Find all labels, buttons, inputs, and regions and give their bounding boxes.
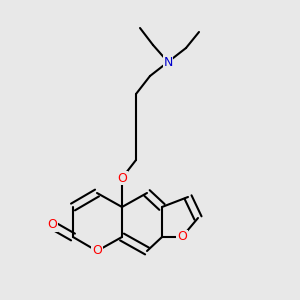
Text: O: O	[92, 244, 102, 257]
Text: O: O	[177, 230, 187, 244]
Text: O: O	[117, 172, 127, 184]
Text: N: N	[163, 56, 173, 68]
Text: O: O	[47, 218, 57, 232]
